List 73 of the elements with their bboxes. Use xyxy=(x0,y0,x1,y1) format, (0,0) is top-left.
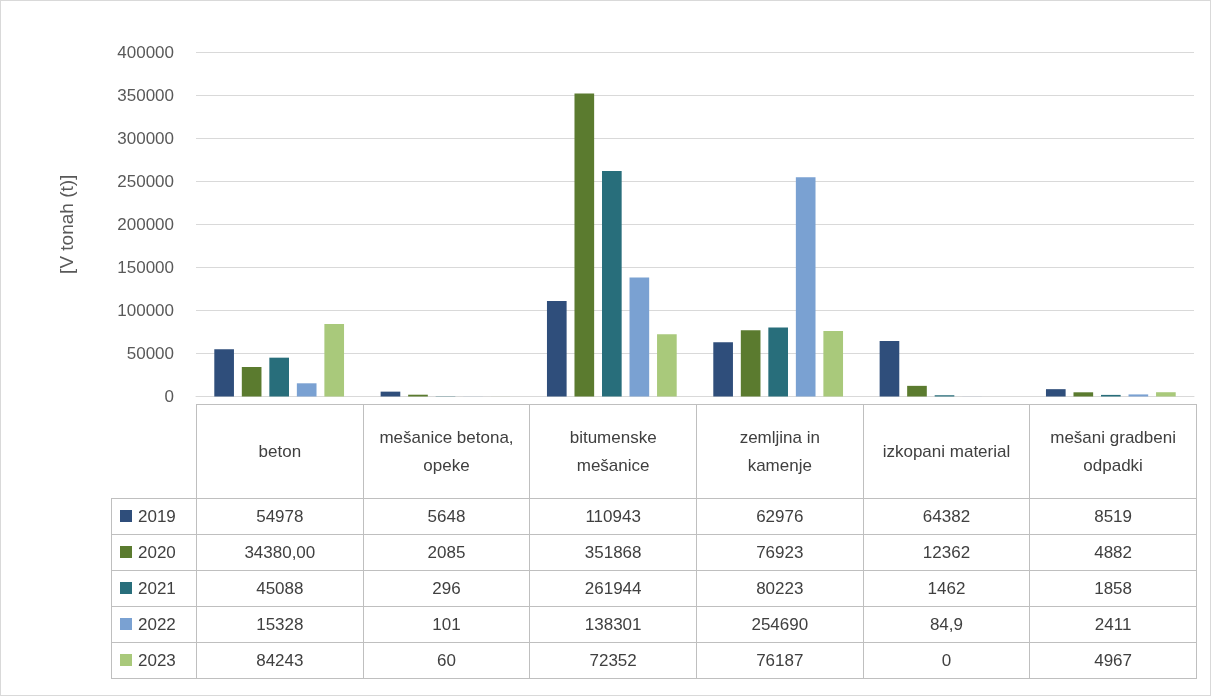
x-tick-label: mešanice betona, opeke xyxy=(363,404,530,499)
bar xyxy=(296,383,317,397)
y-tick-label: 350000 xyxy=(117,85,174,105)
bar xyxy=(269,357,289,397)
bar xyxy=(241,366,262,397)
bar xyxy=(795,177,816,397)
data-label: 261944 xyxy=(529,570,697,607)
data-label: 76187 xyxy=(696,642,864,679)
x-tick-label: izkopani material xyxy=(863,404,1030,499)
data-label: 110943 xyxy=(529,498,697,535)
y-tick-label: 100000 xyxy=(117,300,174,320)
legend-label: 2023 xyxy=(138,650,176,670)
data-label: 5648 xyxy=(363,498,530,535)
y-tick-label: 250000 xyxy=(117,171,174,191)
y-tick-label: 0 xyxy=(164,387,174,406)
bar xyxy=(629,277,650,397)
y-axis-title: [V tonah (t)] xyxy=(56,174,77,274)
x-tick-label: zemljina in kamenje xyxy=(696,404,864,499)
bar xyxy=(1128,394,1149,397)
y-tick-label: 300000 xyxy=(117,128,174,148)
bar xyxy=(768,327,788,397)
bar xyxy=(1073,392,1094,397)
bar xyxy=(602,170,622,397)
data-label: 0 xyxy=(863,642,1030,679)
data-label: 84,9 xyxy=(863,606,1030,643)
data-label: 34380,00 xyxy=(196,534,364,571)
y-tick-label: 400000 xyxy=(117,42,174,62)
bar xyxy=(546,300,567,397)
data-label: 60 xyxy=(363,642,530,679)
data-label: 12362 xyxy=(863,534,1030,571)
legend-label: 2020 xyxy=(138,542,176,562)
legend-label: 2022 xyxy=(138,614,176,634)
bar xyxy=(214,349,234,397)
bar xyxy=(574,93,595,397)
data-label: 76923 xyxy=(696,534,864,571)
x-tick-label: bitumenske mešanice xyxy=(529,404,697,499)
data-label: 1858 xyxy=(1029,570,1197,607)
data-label: 15328 xyxy=(196,606,364,643)
data-label: 64382 xyxy=(863,498,1030,535)
x-tick-label: mešani gradbeni odpadki xyxy=(1029,404,1197,499)
bar xyxy=(823,330,844,397)
data-label: 101 xyxy=(363,606,530,643)
bar xyxy=(1045,389,1066,397)
y-tick-label: 50000 xyxy=(126,343,174,363)
data-label: 8519 xyxy=(1029,498,1197,535)
data-label: 84243 xyxy=(196,642,364,679)
data-label: 4882 xyxy=(1029,534,1197,571)
data-label: 1462 xyxy=(863,570,1030,607)
bar xyxy=(740,330,761,397)
bar xyxy=(380,391,401,397)
legend-label: 2019 xyxy=(138,506,176,526)
data-label: 296 xyxy=(363,570,530,607)
data-label: 45088 xyxy=(196,570,364,607)
data-label: 2085 xyxy=(363,534,530,571)
data-label: 4967 xyxy=(1029,642,1197,679)
bar xyxy=(1156,392,1176,397)
data-label: 138301 xyxy=(529,606,697,643)
bar xyxy=(324,323,345,397)
bar xyxy=(657,334,677,397)
y-tick-label: 150000 xyxy=(117,257,174,277)
data-label: 54978 xyxy=(196,498,364,535)
data-label: 62976 xyxy=(696,498,864,535)
data-label: 72352 xyxy=(529,642,697,679)
data-label: 254690 xyxy=(696,606,864,643)
bar xyxy=(879,341,900,397)
data-label: 80223 xyxy=(696,570,864,607)
legend-label: 2021 xyxy=(138,578,176,598)
bar xyxy=(713,342,733,397)
bar xyxy=(907,385,927,397)
y-tick-label: 200000 xyxy=(117,214,174,234)
data-label: 351868 xyxy=(529,534,697,571)
x-tick-label: beton xyxy=(196,404,364,499)
data-label: 2411 xyxy=(1029,606,1197,643)
